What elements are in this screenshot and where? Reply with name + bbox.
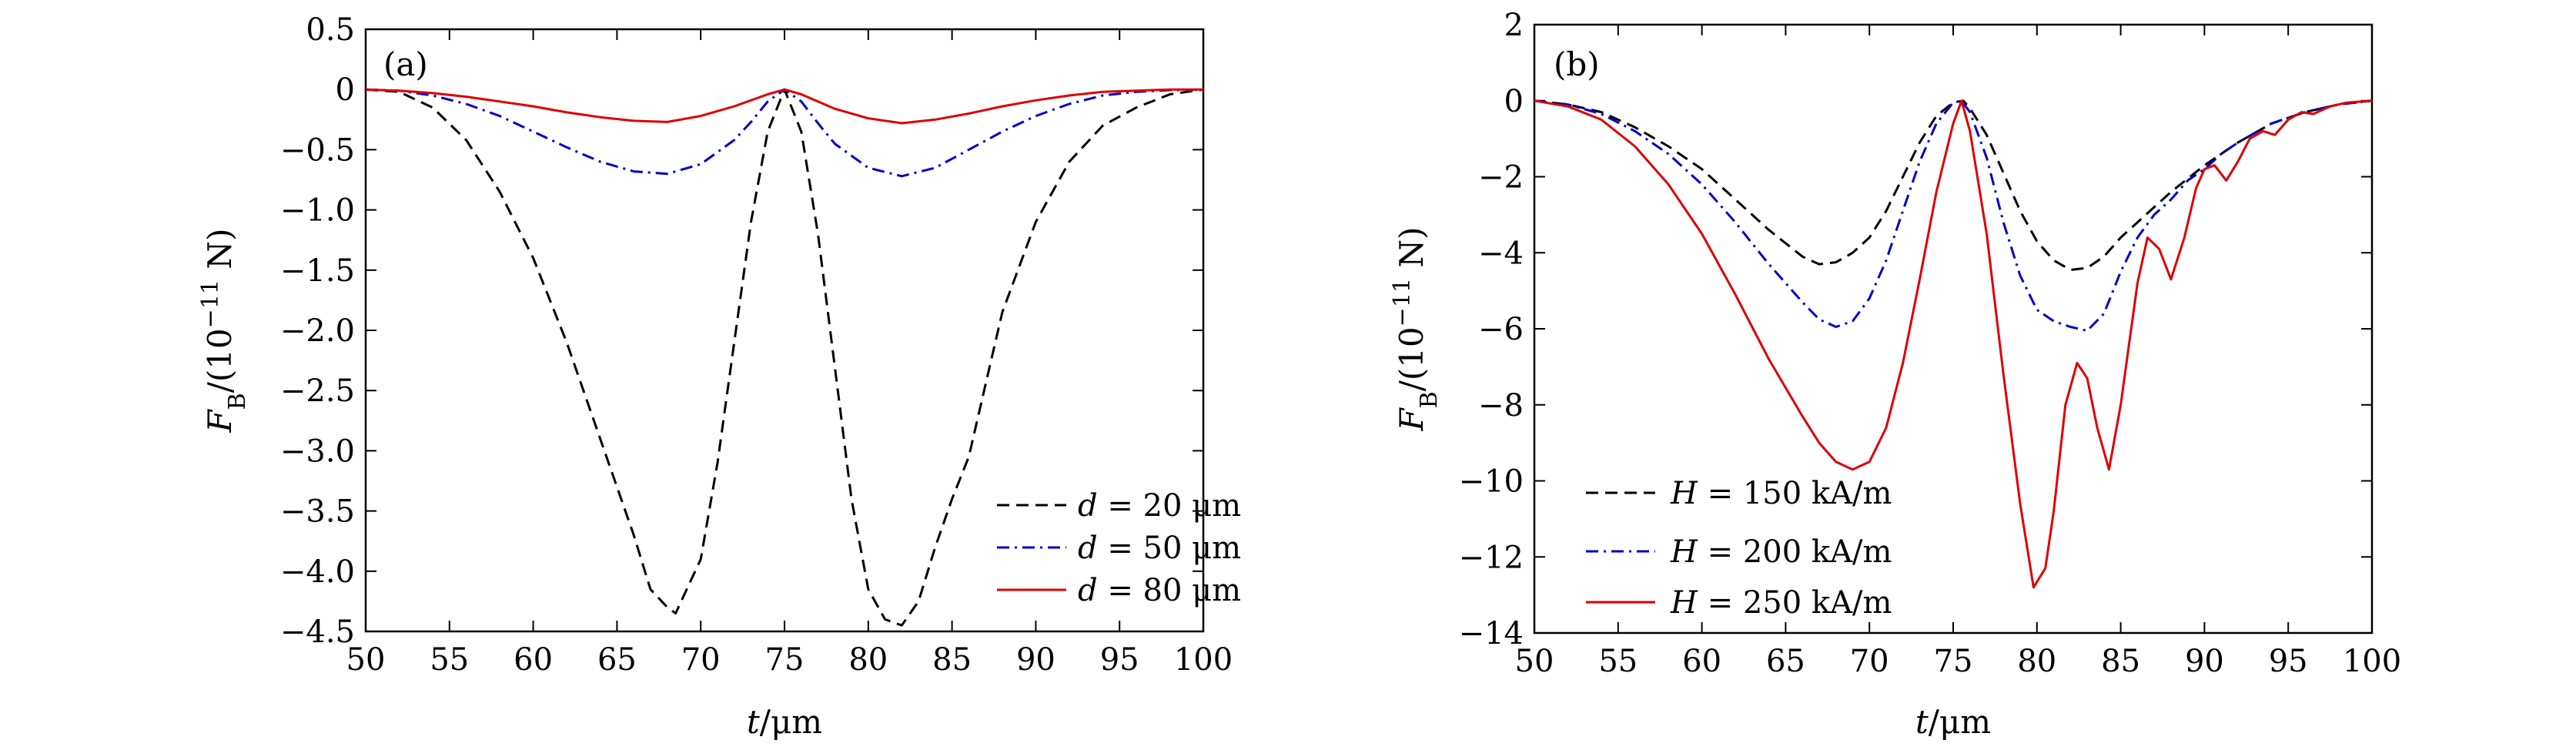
y-tick-label: −1.0 [280,193,355,229]
x-ticks-a: 50 55 60 65 70 75 80 85 90 95 100 [346,29,1233,678]
series-line-a-0 [365,88,1204,627]
y-tick-label: −4.5 [280,614,355,650]
x-tick-label: 55 [1598,644,1638,679]
series-line-a-2 [365,88,1203,125]
legend-label-a-0: d = 20 μm [1078,488,1241,524]
y-axis-title-a: FB/(10−11 N) [197,229,251,434]
series-group-a [365,88,1204,627]
x-tick-label: 100 [2343,644,2401,679]
legend-a: d = 20 μm d = 50 μm d = 80 μm [997,488,1241,608]
y-tick-label: 2 [1504,8,1524,43]
y-tick-label: −2.5 [280,373,355,409]
x-tick-label: 90 [1016,642,1055,678]
series-line-b-0 [1534,99,2373,271]
x-tick-label: 75 [1934,644,1973,679]
y-tick-label: −12 [1459,540,1524,575]
y-tick-label: −2 [1478,160,1524,196]
panel-label-b: (b) [1554,45,1600,83]
series-group-b [1534,99,2373,589]
x-tick-label: 65 [597,642,637,678]
y-tick-label: −3.0 [280,434,355,469]
y-tick-label: −6 [1478,312,1524,347]
y-ticks-b: 2 0 −2 −4 −6 −8 −10 −12 −14 [1459,8,2372,651]
legend-label-a-1: d = 50 μm [1078,531,1241,566]
plot-frame-b [1533,23,2374,634]
y-tick-label: −4 [1478,236,1524,271]
y-tick-label: 0.5 [306,12,355,48]
x-tick-label: 95 [2269,644,2308,679]
y-tick-label: −2.0 [280,313,355,349]
legend-label-b-1: H = 200 kA/m [1670,534,1892,570]
x-tick-label: 55 [430,642,469,678]
legend-label-a-2: d = 80 μm [1078,573,1241,608]
y-tick-label: 0 [336,72,355,108]
y-tick-label: −14 [1459,616,1524,651]
y-ticks-a: 0.5 0 −0.5 −1.0 −1.5 −2.0 −2.5 −3.0 −3.5 −4.0 −4.5 [280,12,1203,650]
y-tick-label: −1.5 [280,253,355,289]
x-tick-label: 75 [765,642,805,678]
y-tick-label: −8 [1478,388,1524,424]
x-tick-label: 50 [346,642,386,678]
x-tick-label: 60 [514,642,553,678]
y-tick-label: −3.5 [280,494,355,530]
x-tick-label: 50 [1515,644,1554,679]
chart-panel-b: 50 55 60 65 70 75 80 85 90 95 100 2 0 −2 −4 −6 −8 −10 −12… [1389,8,2402,741]
x-tick-label: 90 [2185,644,2224,679]
x-tick-label: 85 [2101,644,2140,679]
x-axis-title-b: t/μm [1915,703,1991,741]
legend-label-b-2: H = 250 kA/m [1670,585,1892,621]
chart-panel-a: 50 55 60 65 70 75 80 85 90 95 100 0.5 0 −0.5 −1.0 −1.5… [197,12,1242,741]
x-tick-label: 95 [1100,642,1139,678]
x-tick-label: 70 [681,642,721,678]
x-tick-label: 70 [1850,644,1889,679]
x-tick-label: 60 [1682,644,1721,679]
series-line-b-2 [1534,99,2373,589]
x-axis-title-a: t/μm [747,703,822,741]
y-tick-label: −0.5 [280,132,355,168]
y-axis-title-b: FB/(10−11 N) [1389,227,1443,432]
legend-label-b-0: H = 150 kA/m [1670,476,1892,511]
y-tick-label: −4.0 [280,554,355,590]
x-tick-label: 85 [932,642,972,678]
panel-label-a: (a) [383,45,428,83]
series-line-a-1 [365,88,1204,178]
x-ticks-b: 50 55 60 65 70 75 80 85 90 95 100 [1515,25,2401,679]
y-tick-label: −10 [1459,464,1524,500]
series-line-b-1 [1534,99,2373,332]
legend-b: H = 150 kA/m H = 200 kA/m H = 250 kA/m [1586,476,1892,621]
y-tick-label: 0 [1504,84,1524,119]
x-tick-label: 80 [848,642,888,678]
x-tick-label: 65 [1766,644,1805,679]
x-tick-label: 100 [1174,642,1233,678]
x-tick-label: 80 [2017,644,2056,679]
